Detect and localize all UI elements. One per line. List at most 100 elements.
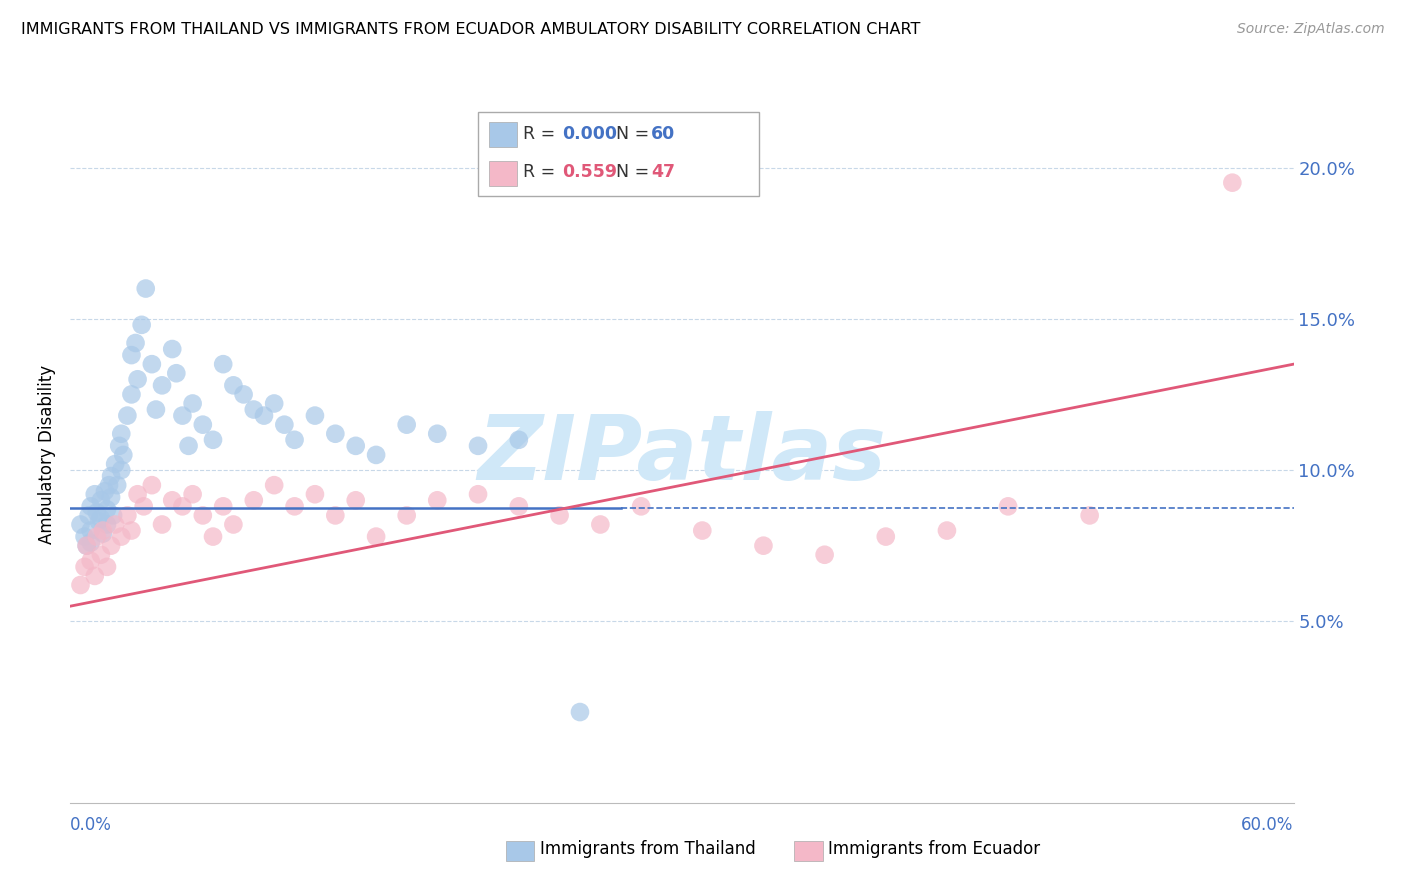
Point <box>73 559 96 574</box>
Point <box>222 378 245 392</box>
Point <box>467 439 489 453</box>
Point <box>90 493 112 508</box>
Point <box>86 505 108 519</box>
Point <box>98 478 121 492</box>
Point <box>263 478 285 492</box>
Point <box>323 508 347 523</box>
Point <box>181 396 204 410</box>
Point <box>304 487 326 501</box>
Point <box>141 478 163 492</box>
Point <box>96 559 118 574</box>
Point <box>108 439 131 453</box>
Point <box>117 409 139 423</box>
Point <box>110 426 132 441</box>
Point <box>91 524 114 538</box>
Point <box>508 500 530 514</box>
Point <box>232 387 254 401</box>
Text: 60.0%: 60.0% <box>1241 816 1294 834</box>
Point <box>222 517 245 532</box>
Point <box>105 478 128 492</box>
Point <box>110 463 132 477</box>
Point <box>100 490 122 504</box>
Point <box>77 508 100 523</box>
Point <box>191 508 214 523</box>
Point <box>177 439 200 453</box>
Point <box>104 457 127 471</box>
Point <box>1220 176 1243 190</box>
Text: 47: 47 <box>651 163 675 181</box>
Point <box>76 539 98 553</box>
Text: R =: R = <box>523 125 561 143</box>
Point <box>79 554 103 568</box>
Point <box>121 348 143 362</box>
Point <box>83 569 105 583</box>
Point <box>165 366 187 380</box>
Point <box>304 409 326 423</box>
Point <box>366 448 388 462</box>
Point <box>936 524 959 538</box>
Point <box>69 517 91 532</box>
Point <box>284 500 307 514</box>
Point <box>589 517 612 532</box>
Point <box>117 508 139 523</box>
Point <box>127 487 149 501</box>
Text: 0.559: 0.559 <box>562 163 617 181</box>
Point <box>90 548 112 562</box>
Point <box>284 433 307 447</box>
Point <box>548 508 571 523</box>
Point <box>181 487 204 501</box>
Point <box>91 526 114 541</box>
Point <box>202 530 225 544</box>
Point <box>90 511 112 525</box>
Point <box>83 487 105 501</box>
Point <box>172 500 194 514</box>
Point <box>344 493 367 508</box>
Point <box>79 535 103 549</box>
Point <box>150 378 173 392</box>
Point <box>508 433 530 447</box>
Point <box>467 487 489 501</box>
Text: 0.0%: 0.0% <box>70 816 112 834</box>
Point <box>997 500 1019 514</box>
Point <box>253 409 276 423</box>
Point <box>96 517 118 532</box>
Point <box>112 448 135 462</box>
Point <box>366 530 388 544</box>
Point <box>73 530 96 544</box>
Point <box>212 500 235 514</box>
Point <box>94 484 117 499</box>
Point <box>79 500 103 514</box>
Text: Immigrants from Thailand: Immigrants from Thailand <box>540 840 755 858</box>
Point <box>127 372 149 386</box>
Point <box>395 417 418 432</box>
Point <box>426 426 449 441</box>
Point <box>344 439 367 453</box>
Point <box>145 402 167 417</box>
Text: N =: N = <box>616 125 655 143</box>
Point <box>395 508 418 523</box>
Point <box>101 508 124 523</box>
Point <box>323 426 347 441</box>
Point <box>263 396 285 410</box>
Point <box>273 417 295 432</box>
Point <box>135 281 157 295</box>
Point <box>630 500 652 514</box>
Text: 60: 60 <box>651 125 675 143</box>
Point <box>86 530 108 544</box>
Point <box>104 517 127 532</box>
Point <box>100 469 122 483</box>
Point <box>141 357 163 371</box>
Point <box>202 433 225 447</box>
Point <box>76 539 98 553</box>
Point <box>100 539 122 553</box>
Text: IMMIGRANTS FROM THAILAND VS IMMIGRANTS FROM ECUADOR AMBULATORY DISABILITY CORREL: IMMIGRANTS FROM THAILAND VS IMMIGRANTS F… <box>21 22 921 37</box>
Text: ZIPatlas: ZIPatlas <box>478 411 886 499</box>
Point <box>426 493 449 508</box>
Point <box>131 318 153 332</box>
Point <box>243 402 266 417</box>
Point <box>191 417 214 432</box>
Text: R =: R = <box>523 163 561 181</box>
Text: 0.000: 0.000 <box>562 125 617 143</box>
Point <box>96 502 118 516</box>
Point <box>875 530 897 544</box>
